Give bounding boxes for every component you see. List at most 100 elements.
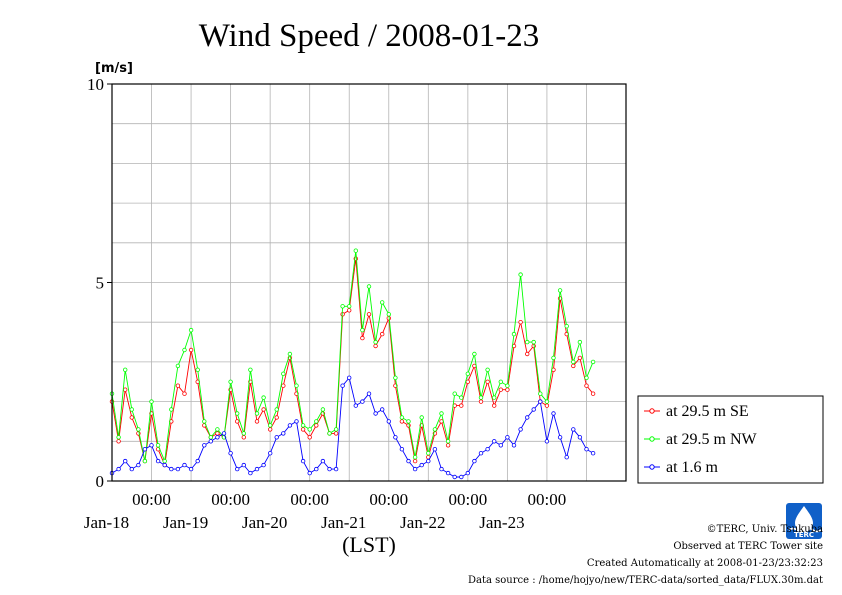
data-point	[505, 383, 510, 388]
data-point	[498, 387, 503, 392]
data-point	[439, 411, 444, 416]
data-point	[347, 304, 352, 309]
data-point	[268, 451, 273, 456]
data-point	[175, 383, 181, 388]
data-point	[531, 407, 536, 412]
data-point	[274, 407, 279, 412]
data-point	[393, 375, 398, 380]
data-point	[525, 415, 530, 420]
data-point	[215, 427, 220, 432]
data-point	[551, 411, 556, 416]
data-point	[412, 466, 418, 472]
data-point	[445, 439, 451, 444]
data-point	[426, 458, 431, 464]
data-point	[465, 371, 470, 376]
footer-copyright: ©TERC, Univ. Tsukuba	[707, 524, 823, 535]
data-point	[116, 439, 121, 444]
data-point	[122, 458, 128, 464]
data-point	[188, 466, 194, 472]
data-point	[412, 458, 418, 464]
data-point	[399, 419, 405, 424]
data-point	[281, 431, 286, 436]
data-point	[432, 427, 438, 432]
logo-text: TERC	[794, 531, 814, 539]
data-point	[386, 419, 391, 424]
data-point	[300, 427, 306, 432]
x-ticks: 00:00Jan-1800:00Jan-1900:00Jan-2000:00Ja…	[84, 490, 566, 532]
data-point	[373, 339, 378, 345]
data-point	[439, 466, 444, 472]
data-point	[215, 431, 220, 436]
data-point	[215, 435, 220, 440]
data-point	[136, 462, 141, 468]
data-point	[492, 439, 497, 444]
data-point	[327, 466, 332, 472]
data-point	[116, 435, 121, 440]
data-point	[254, 411, 260, 416]
data-point	[393, 435, 398, 440]
data-point	[366, 391, 372, 396]
data-point	[380, 300, 385, 305]
data-point	[116, 466, 121, 472]
data-point	[307, 427, 312, 432]
data-point	[577, 435, 583, 440]
data-point	[129, 407, 134, 412]
data-point	[419, 415, 424, 420]
data-point	[254, 466, 260, 472]
data-point	[518, 427, 523, 432]
data-point	[287, 423, 293, 428]
data-point	[241, 431, 246, 436]
data-point	[584, 447, 589, 452]
data-point	[564, 455, 569, 460]
data-point	[459, 395, 464, 400]
data-point	[373, 343, 378, 349]
y-tick-label: 5	[96, 274, 105, 293]
data-point	[590, 359, 596, 365]
data-point	[182, 347, 187, 353]
data-point	[353, 403, 358, 408]
data-point	[234, 411, 240, 416]
data-point	[419, 462, 424, 468]
data-point	[281, 383, 286, 388]
legend-box	[637, 395, 824, 484]
data-point	[590, 391, 596, 396]
data-point	[182, 391, 187, 396]
x-tick-time-label: 00:00	[369, 490, 408, 509]
data-point	[459, 403, 464, 408]
data-point	[294, 383, 299, 388]
series-group	[109, 248, 596, 480]
data-point	[472, 351, 477, 357]
data-point	[360, 327, 365, 333]
logo-wave-icon	[788, 527, 822, 533]
data-point	[478, 451, 484, 456]
data-point	[228, 451, 233, 456]
data-point	[261, 462, 266, 468]
data-point	[202, 443, 207, 448]
data-point	[478, 399, 484, 404]
data-point	[406, 419, 411, 424]
data-point	[485, 447, 490, 452]
data-point	[175, 363, 181, 369]
data-point	[485, 367, 490, 372]
data-point	[274, 435, 279, 440]
data-point	[492, 403, 497, 408]
data-point	[412, 455, 418, 460]
data-point	[511, 331, 517, 337]
data-point	[432, 447, 438, 452]
y-axis-label: [m/s]	[95, 61, 133, 76]
data-point	[445, 443, 451, 448]
data-point	[182, 462, 187, 468]
x-tick-date-label: Jan-18	[84, 513, 129, 532]
data-point	[485, 379, 490, 384]
data-point	[169, 407, 174, 412]
data-point	[149, 399, 154, 404]
data-point	[314, 466, 319, 472]
data-point	[340, 304, 345, 309]
legend-label: at 1.6 m	[666, 459, 719, 476]
data-point	[406, 458, 411, 464]
data-point	[268, 427, 273, 432]
data-point	[261, 407, 266, 412]
data-point	[208, 435, 213, 440]
y-tick-label: 0	[96, 472, 105, 491]
terc-logo: TERC	[786, 503, 822, 539]
